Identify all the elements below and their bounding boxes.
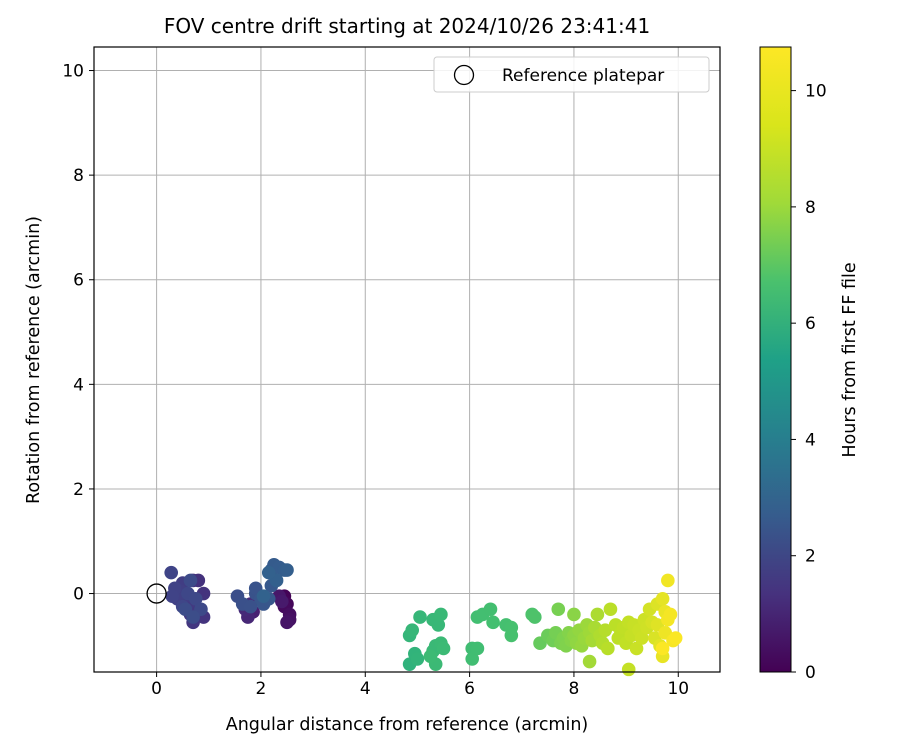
y-tick-label: 6 <box>73 271 84 291</box>
data-point <box>256 589 271 603</box>
colorbar: 0 2 4 6 8 10 Hours from first FF file <box>759 46 860 683</box>
y-tick-label: 10 <box>62 62 84 82</box>
data-point <box>431 618 446 632</box>
colorbar-tick-label: 6 <box>805 314 816 334</box>
data-point <box>567 607 581 622</box>
data-point <box>661 573 675 588</box>
y-tick-label: 8 <box>73 166 84 186</box>
data-point <box>183 573 198 588</box>
y-tick-label: 0 <box>73 585 84 605</box>
x-tick-label: 8 <box>569 679 580 699</box>
colorbar-tick-label: 10 <box>805 82 827 102</box>
data-point <box>186 610 200 624</box>
y-axis-ticks: 0 2 4 6 8 10 <box>62 62 94 605</box>
data-point <box>504 628 519 643</box>
x-axis-label: Angular distance from reference (arcmin) <box>226 715 589 735</box>
grid-lines <box>94 47 720 672</box>
data-point <box>590 607 605 622</box>
data-point <box>280 563 294 577</box>
colorbar-gradient <box>759 46 792 673</box>
data-point <box>655 591 670 606</box>
data-point <box>275 594 289 609</box>
data-point <box>663 607 678 622</box>
data-point <box>410 652 425 666</box>
plot-frame <box>93 46 721 673</box>
data-point <box>629 641 644 656</box>
data-point <box>436 641 451 656</box>
data-points <box>164 557 683 677</box>
data-point <box>188 591 203 606</box>
y-tick-label: 4 <box>73 375 84 395</box>
data-point <box>483 602 498 617</box>
data-point <box>582 654 597 669</box>
x-tick-label: 2 <box>256 679 267 699</box>
data-point <box>243 599 258 614</box>
data-point <box>668 631 683 645</box>
legend-marker <box>453 64 475 86</box>
data-point <box>528 610 542 624</box>
data-point <box>470 641 485 656</box>
reference-marker-group <box>146 583 167 604</box>
data-point <box>655 641 670 656</box>
colorbar-tick-label: 4 <box>805 430 816 450</box>
data-point <box>261 565 276 580</box>
colorbar-tick-label: 0 <box>805 663 816 683</box>
x-tick-label: 10 <box>667 679 689 699</box>
data-point <box>165 589 180 603</box>
y-axis-label: Rotation from reference (arcmin) <box>24 216 44 504</box>
data-point <box>434 607 448 622</box>
data-point <box>551 602 566 617</box>
x-tick-label: 0 <box>151 679 162 699</box>
data-point <box>280 615 294 630</box>
colorbar-tick-label: 2 <box>805 547 816 567</box>
legend-label: Reference platepar <box>502 66 664 86</box>
data-point <box>601 641 615 656</box>
legend-box <box>433 56 710 93</box>
data-point <box>465 652 480 666</box>
colorbar-label: Hours from first FF file <box>840 262 860 457</box>
data-point <box>603 602 618 617</box>
data-point <box>634 631 649 645</box>
colorbar-tick-label: 8 <box>805 198 816 218</box>
data-point <box>164 565 179 580</box>
x-axis-ticks: 0 2 4 6 8 10 <box>151 672 689 699</box>
chart-title: FOV centre drift starting at 2024/10/26 … <box>164 14 650 38</box>
reference-platepar-marker <box>146 583 167 604</box>
x-tick-label: 6 <box>464 679 475 699</box>
data-point <box>621 662 636 677</box>
data-point <box>423 649 438 664</box>
data-point <box>598 623 613 637</box>
y-tick-label: 2 <box>73 480 84 500</box>
legend: Reference platepar <box>433 56 710 93</box>
data-point <box>405 623 420 637</box>
colorbar-ticks: 0 2 4 6 8 10 <box>791 82 827 683</box>
data-point <box>413 610 427 624</box>
data-point <box>486 615 500 630</box>
x-tick-label: 4 <box>360 679 371 699</box>
